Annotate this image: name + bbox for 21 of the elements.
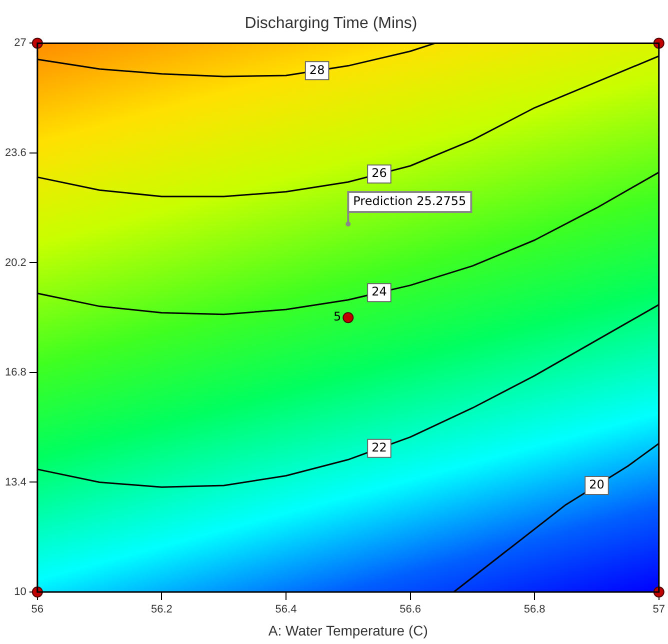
x-tick-label: 56.2 [150,604,172,616]
y-tick-label: 16.8 [4,366,26,379]
series-label: 20 [589,478,604,492]
annotation: Prediction 25.2755 [353,194,466,208]
y-tick-label: 13.4 [4,476,26,488]
x-axis-title: A: Water Temperature (C) [268,622,428,638]
y-tick-label: 27 [14,37,26,50]
x-tick-label: 56.4 [275,604,297,616]
series-label: 24 [372,284,387,299]
x-tick-label: 57 [652,604,666,616]
y-tick-label: 20.2 [4,256,26,269]
y-tick-label: 10 [14,586,26,598]
chart-title: Discharging Time (Mins) [244,15,418,32]
series-label: 22 [372,440,387,454]
x-tick-label: 56 [31,604,44,616]
annotation: 5 [334,310,342,324]
x-tick-label: 56.6 [400,604,422,616]
x-tick-label: 56.8 [524,604,546,616]
series-label: 26 [372,166,387,180]
series-label: 28 [309,62,325,77]
y-tick-label: 23.6 [4,146,26,159]
